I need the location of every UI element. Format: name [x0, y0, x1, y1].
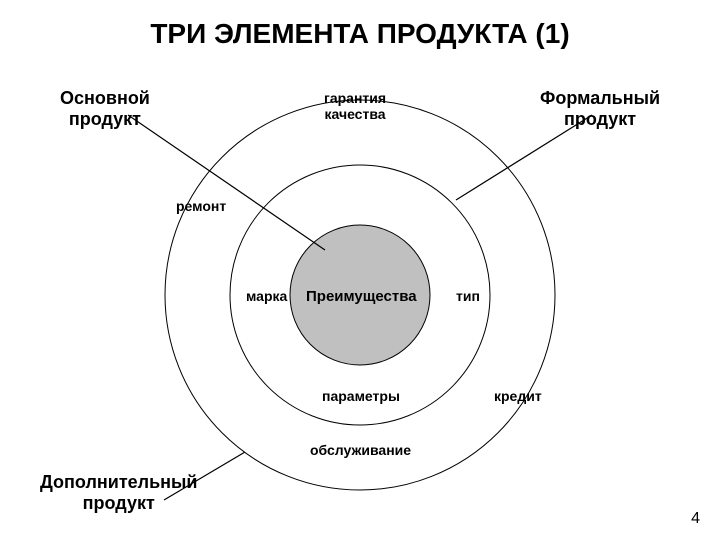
- label-warranty: гарантия качества: [324, 90, 386, 122]
- diagram-svg: [0, 0, 720, 540]
- label-repair: ремонт: [176, 198, 226, 214]
- label-parameters: параметры: [322, 388, 400, 404]
- label-augmented-product: Дополнительный продукт: [40, 472, 197, 513]
- label-core-product: Основной продукт: [60, 88, 150, 129]
- page-title: ТРИ ЭЛЕМЕНТА ПРОДУКТА (1): [0, 18, 720, 50]
- label-formal-product: Формальный продукт: [540, 88, 660, 129]
- label-service: обслуживание: [310, 442, 411, 458]
- label-brand: марка: [246, 288, 287, 304]
- label-credit: кредит: [494, 388, 542, 404]
- slide-number: 4: [691, 510, 700, 528]
- label-center-benefits: Преимущества: [306, 288, 417, 305]
- label-type: тип: [456, 288, 480, 304]
